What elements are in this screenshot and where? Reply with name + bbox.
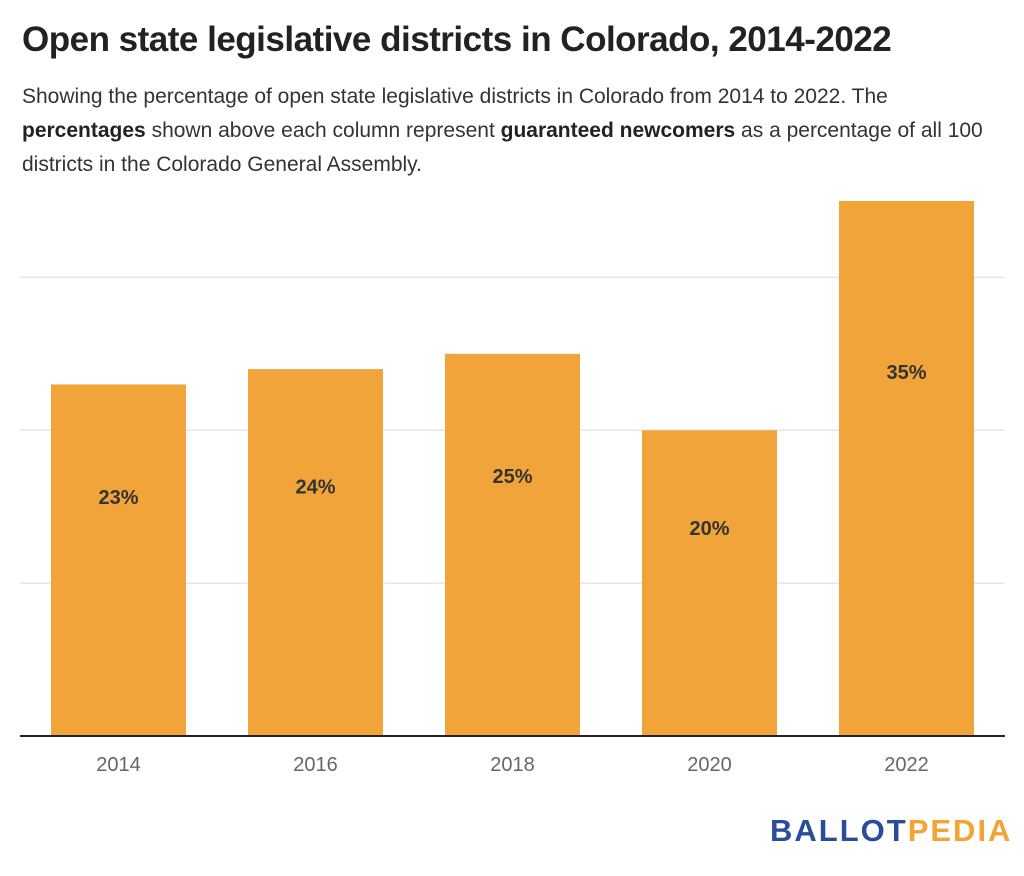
subtitle-text-1: Showing the percentage of open state leg…	[22, 85, 888, 108]
chart-subtitle: Showing the percentage of open state leg…	[22, 80, 1007, 182]
ballotpedia-logo: BALLOTPEDIA	[770, 813, 1012, 849]
logo-part-ballot: BALLOT	[770, 813, 908, 848]
data-label-2018: 25%	[492, 466, 532, 488]
x-tick-2018: 2018	[490, 754, 535, 776]
x-tick-2014: 2014	[96, 754, 141, 776]
x-axis-ticks: 2014 2016 2018 2020 2022	[96, 754, 929, 776]
bars	[51, 201, 974, 736]
x-tick-2016: 2016	[293, 754, 338, 776]
subtitle-text-2: shown above each column represent	[145, 119, 501, 142]
bar-2018	[445, 353, 580, 736]
data-label-2014: 23%	[98, 487, 138, 509]
logo-part-pedia: PEDIA	[907, 813, 1013, 848]
subtitle-bold-newcomers: guaranteed newcomers	[500, 119, 736, 142]
subtitle-bold-percentages: percentages	[22, 119, 146, 142]
bar-2022	[839, 201, 974, 736]
data-label-2016: 24%	[295, 477, 335, 499]
x-tick-2022: 2022	[884, 754, 929, 776]
bar-2020	[642, 430, 777, 736]
subtitle-text-3: as a percentage of all 100 districts in …	[22, 119, 983, 176]
x-tick-2020: 2020	[687, 754, 732, 776]
chart-title: Open state legislative districts in Colo…	[22, 20, 892, 59]
data-labels: 23% 24% 25% 20% 35%	[98, 362, 926, 540]
bar-2016	[248, 369, 383, 736]
bar-2014	[51, 384, 186, 736]
data-label-2022: 35%	[886, 362, 926, 384]
data-label-2020: 20%	[689, 518, 729, 540]
